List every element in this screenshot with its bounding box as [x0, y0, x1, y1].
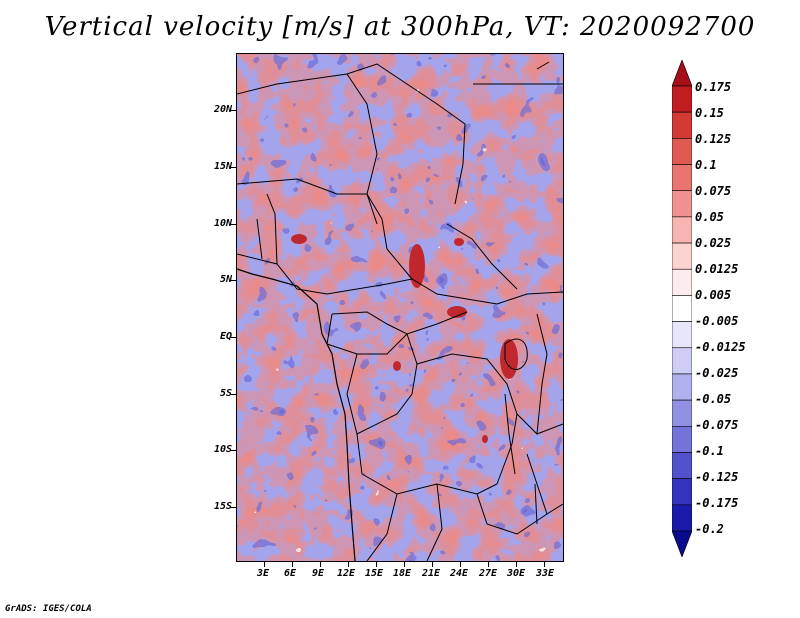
lon-tick	[264, 562, 265, 567]
lat-tick	[231, 280, 236, 281]
zero-contour-field	[237, 54, 563, 561]
colorbar-label: 0.0125	[695, 262, 739, 276]
colorbar-segment	[672, 85, 692, 113]
lon-label: 15E	[365, 568, 384, 579]
lon-label: 12E	[337, 568, 356, 579]
lon-tick	[320, 562, 321, 567]
lake-tanganyika	[504, 393, 516, 475]
colorbar	[672, 60, 692, 557]
colorbar-segment	[672, 164, 692, 192]
colorbar-label: 0.125	[695, 132, 732, 146]
updraft-cell	[447, 306, 467, 318]
colorbar-segment	[672, 347, 692, 375]
colorbar-segment	[672, 242, 692, 270]
updraft-cell	[500, 339, 518, 379]
colorbar-label: 0.15	[695, 106, 724, 120]
lakes	[504, 61, 550, 525]
colorbar-segment	[672, 111, 692, 139]
lon-tick	[404, 562, 405, 567]
lat-tick	[231, 394, 236, 395]
colorbar-bottom-arrow	[672, 530, 692, 557]
colorbar-label: -0.025	[695, 366, 739, 380]
lon-tick	[348, 562, 349, 567]
lon-label: 21E	[422, 568, 441, 579]
lon-tick	[488, 562, 489, 567]
colorbar-label: -0.005	[695, 314, 739, 328]
lat-label: 5S	[219, 388, 232, 399]
lat-label: 15S	[213, 501, 232, 512]
colorbar-segment	[672, 321, 692, 349]
lat-tick	[231, 337, 236, 338]
updraft-cell	[454, 238, 464, 246]
colorbar-label: -0.125	[695, 470, 739, 484]
updraft-cell	[482, 435, 488, 443]
lon-label: 9E	[312, 568, 325, 579]
colorbar-segment	[672, 295, 692, 322]
colorbar-label: 0.005	[695, 288, 732, 302]
lon-tick	[292, 562, 293, 567]
colorbar-label: 0.075	[695, 184, 732, 198]
colorbar-label: -0.175	[695, 496, 739, 510]
lake-malawi	[534, 483, 538, 525]
lat-label: 15N	[213, 161, 232, 172]
lat-label: 20N	[213, 104, 232, 115]
atlantic-coastline	[237, 268, 356, 561]
colorbar-segment	[672, 190, 692, 218]
colorbar-top-arrow	[672, 60, 692, 87]
colorbar-label: -0.075	[695, 418, 739, 432]
colorbar-segment	[672, 504, 692, 532]
lon-label: 33E	[536, 568, 555, 579]
colorbar-segment	[672, 138, 692, 165]
colorbar-label: -0.1	[695, 444, 724, 458]
colorbar-label: -0.0125	[695, 340, 746, 354]
lon-tick	[432, 562, 433, 567]
country-borders	[237, 63, 563, 561]
lat-label: 5N	[219, 274, 232, 285]
colorbar-label: 0.1	[695, 158, 717, 172]
updraft-cell	[393, 361, 401, 371]
colorbar-segment	[672, 425, 692, 453]
vertical-velocity-field	[237, 54, 563, 561]
credit-text: GrADS: IGES/COLA	[5, 604, 92, 614]
lon-label: 24E	[450, 568, 469, 579]
colorbar-segment	[672, 452, 692, 479]
colorbar-label: -0.2	[695, 522, 724, 536]
lon-label: 3E	[257, 568, 270, 579]
lat-tick	[231, 224, 236, 225]
colorbar-segment	[672, 268, 692, 296]
lat-tick	[231, 450, 236, 451]
colorbar-segment	[672, 216, 692, 244]
lat-tick	[231, 167, 236, 168]
lat-label: EQ	[219, 331, 232, 342]
lon-label: 30E	[507, 568, 526, 579]
colorbar-label: -0.05	[695, 392, 732, 406]
map-panel	[236, 53, 564, 562]
lat-label: 10N	[213, 218, 232, 229]
lon-label: 27E	[479, 568, 498, 579]
lat-label: 10S	[213, 444, 232, 455]
colorbar-segment	[672, 399, 692, 427]
lon-label: 18E	[393, 568, 412, 579]
lon-label: 6E	[284, 568, 297, 579]
colorbar-label: 0.05	[695, 210, 724, 224]
lake-victoria	[504, 338, 528, 370]
lat-tick	[231, 110, 236, 111]
lon-tick	[544, 562, 545, 567]
colorbar-label: 0.025	[695, 236, 732, 250]
colorbar-segment	[672, 373, 692, 401]
updraft-cell	[291, 234, 307, 244]
lon-tick	[460, 562, 461, 567]
red-sea-coast	[536, 61, 550, 70]
colorbar-segment	[672, 478, 692, 506]
colorbar-label: 0.175	[695, 80, 732, 94]
lon-tick	[376, 562, 377, 567]
lat-tick	[231, 507, 236, 508]
chart-title: Vertical velocity [m/s] at 300hPa, VT: 2…	[44, 12, 756, 42]
lon-tick	[516, 562, 517, 567]
updraft-cell	[409, 244, 425, 288]
strong-updraft-cells	[291, 234, 518, 443]
